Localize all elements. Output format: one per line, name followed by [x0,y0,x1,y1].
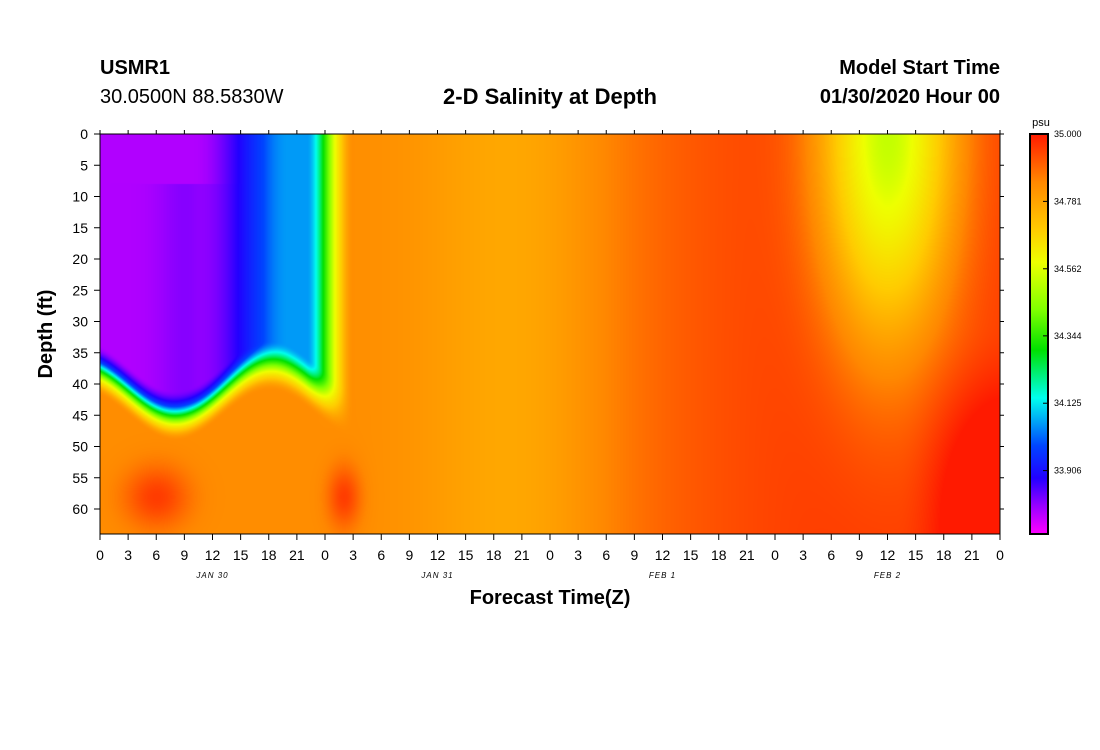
x-tick-label: 18 [261,547,277,563]
x-day-label: JAN 30 [195,571,228,580]
x-tick-label: 15 [908,547,924,563]
x-day-label: FEB 2 [874,571,901,580]
x-tick-label: 9 [180,547,188,563]
y-tick-label: 45 [72,407,88,423]
y-axis-ticks: 0 5 10 15 20 25 30 35 40 45 50 55 60 [72,126,1004,517]
colorbar-tick-label: 35.000 [1054,129,1082,139]
x-tick-label: 3 [799,547,807,563]
colorbar: 35.000 34.781 34.562 34.344 34.125 33.906 [1029,129,1082,535]
x-tick-label: 21 [514,547,530,563]
y-axis-label: Depth (ft) [35,290,57,379]
x-tick-label: 0 [321,547,329,563]
y-tick-label: 55 [72,470,88,486]
model-start-label: Model Start Time [839,57,1000,79]
x-tick-label: 12 [655,547,671,563]
x-tick-label: 9 [630,547,638,563]
x-tick-label: 0 [996,547,1004,563]
x-tick-label: 9 [405,547,413,563]
x-tick-label: 3 [124,547,132,563]
x-tick-label: 15 [683,547,699,563]
station-id: USMR1 [100,57,171,79]
colorbar-tick-label: 34.562 [1054,264,1082,274]
colorbar-tick-label: 33.906 [1054,466,1082,476]
x-tick-label: 6 [377,547,385,563]
x-tick-label: 18 [936,547,952,563]
y-tick-label: 35 [72,345,88,361]
y-tick-label: 50 [72,439,88,455]
y-tick-label: 40 [72,376,88,392]
x-tick-label: 0 [96,547,104,563]
y-tick-label: 60 [72,501,88,517]
x-tick-label: 6 [827,547,835,563]
x-day-label: JAN 31 [420,571,453,580]
x-tick-label: 15 [458,547,474,563]
x-tick-label: 15 [233,547,249,563]
y-tick-label: 20 [72,251,88,267]
x-tick-label: 21 [964,547,980,563]
x-tick-label: 9 [855,547,863,563]
colorbar-tick-label: 34.344 [1054,331,1082,341]
x-tick-label: 12 [205,547,221,563]
x-tick-label: 12 [880,547,896,563]
x-tick-label: 3 [574,547,582,563]
x-axis-day-labels: JAN 30 JAN 31 FEB 1 FEB 2 [195,571,901,580]
x-tick-label: 12 [430,547,446,563]
salinity-heatmap [100,134,1000,534]
chart-title: 2-D Salinity at Depth [443,84,657,109]
y-tick-label: 10 [72,189,88,205]
colorbar-unit: psu [1032,117,1050,129]
y-tick-label: 0 [80,126,88,142]
x-tick-label: 6 [152,547,160,563]
y-tick-label: 15 [72,220,88,236]
x-tick-label: 21 [739,547,755,563]
x-tick-label: 18 [486,547,502,563]
colorbar-border [1029,133,1049,535]
x-tick-label: 3 [349,547,357,563]
x-tick-label: 21 [289,547,305,563]
colorbar-gradient [1030,134,1048,534]
plot-area [100,134,1000,534]
plot-border [99,133,1001,535]
colorbar-tick-label: 34.125 [1054,398,1082,408]
x-tick-label: 6 [602,547,610,563]
y-tick-label: 30 [72,314,88,330]
station-coordinates: 30.0500N 88.5830W [100,86,284,108]
colorbar-tick-label: 34.781 [1054,196,1082,206]
y-tick-label: 25 [72,282,88,298]
x-axis-ticks: 0 3 6 9 12 15 18 21 0 3 6 9 12 15 18 21 0 3 6 9 12 15 18 21 0 3 6 9… [96,130,1004,563]
x-tick-label: 0 [546,547,554,563]
plot-frame [99,133,1001,535]
model-start-value: 01/30/2020 Hour 00 [819,86,1000,108]
y-tick-label: 5 [80,157,88,173]
x-day-label: FEB 1 [649,571,676,580]
x-tick-label: 18 [711,547,727,563]
x-axis-label: Forecast Time(Z) [470,587,631,609]
x-tick-label: 0 [771,547,779,563]
